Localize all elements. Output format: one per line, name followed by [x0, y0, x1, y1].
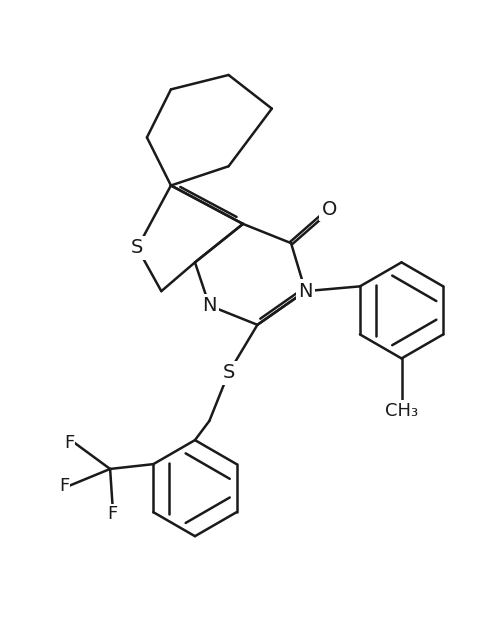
- Text: N: N: [298, 282, 312, 301]
- Text: CH₃: CH₃: [385, 402, 418, 420]
- Text: S: S: [223, 364, 235, 382]
- Text: O: O: [322, 200, 337, 219]
- Text: S: S: [131, 239, 143, 257]
- Text: N: N: [202, 296, 217, 315]
- Text: F: F: [59, 477, 69, 495]
- Text: F: F: [64, 433, 74, 451]
- Text: F: F: [107, 505, 118, 523]
